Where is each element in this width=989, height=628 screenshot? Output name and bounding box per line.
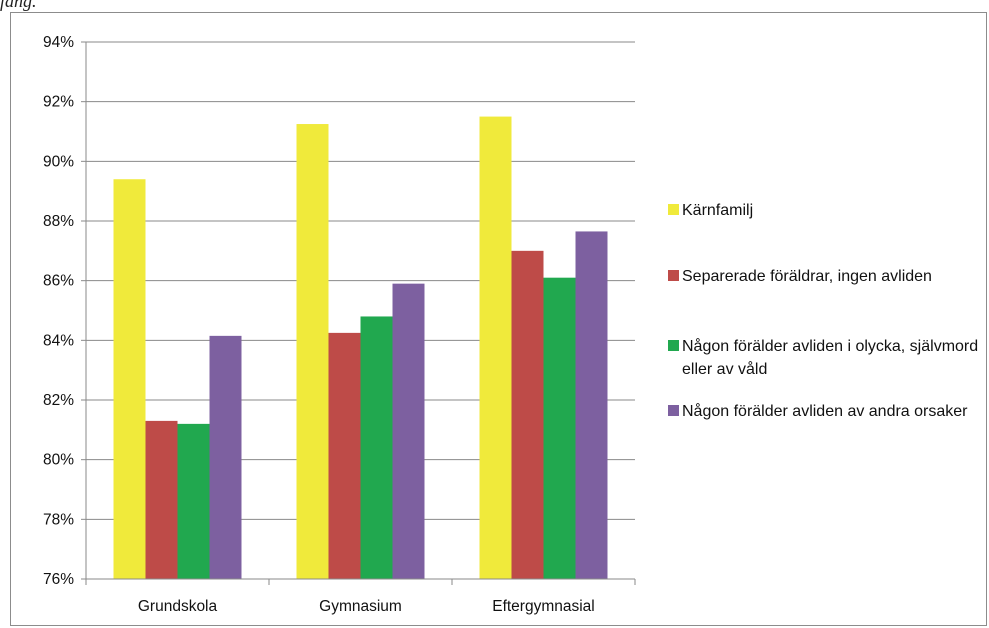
legend-label: Någon förälder avliden av andra orsaker <box>682 403 968 420</box>
bar <box>392 283 425 579</box>
bar <box>479 116 512 579</box>
y-tick-label: 80% <box>43 452 74 469</box>
chart-frame <box>10 12 987 626</box>
y-tick-label: 86% <box>43 273 74 290</box>
x-tick-label: Grundskola <box>138 598 218 615</box>
y-tick-label: 94% <box>43 34 74 51</box>
x-tick-labels: Grundskola Gymnasium Eftergymnasial <box>138 598 595 615</box>
bar <box>543 277 576 579</box>
legend-swatch <box>668 340 679 351</box>
legend-item-karnfamilj: Kärnfamilj <box>668 199 982 222</box>
y-tick-label: 84% <box>43 332 74 349</box>
caption-fragment: fång. <box>0 0 37 11</box>
bars <box>113 116 608 580</box>
y-tick-labels: 76% 78% 80% 82% 84% 86% 88% 90% 92% 94% <box>43 34 74 588</box>
y-tick-label: 82% <box>43 392 74 409</box>
legend-label: Separerade föräldrar, ingen avliden <box>682 268 932 285</box>
bar <box>113 179 146 579</box>
bar <box>296 124 329 580</box>
bar <box>360 316 393 579</box>
legend-item-andra-orsaker: Någon förälder avliden av andra orsaker <box>668 400 989 423</box>
legend-label: Någon förälder avliden i olycka, självmo… <box>682 338 979 378</box>
y-tick-label: 76% <box>43 571 74 588</box>
axes <box>81 41 636 585</box>
x-tick-label: Eftergymnasial <box>492 598 595 615</box>
legend-item-olycka: Någon förälder avliden i olycka, självmo… <box>668 335 982 381</box>
y-tick-label: 78% <box>43 511 74 528</box>
bar <box>177 423 210 579</box>
bar <box>145 420 178 579</box>
bar <box>209 335 242 579</box>
legend-item-separerade: Separerade föräldrar, ingen avliden <box>668 265 942 288</box>
y-tick-label: 92% <box>43 94 74 111</box>
bar <box>328 332 361 579</box>
y-tick-label: 88% <box>43 213 74 230</box>
legend-swatch <box>668 204 679 215</box>
legend-swatch <box>668 270 679 281</box>
bar <box>575 231 608 580</box>
y-tick-label: 90% <box>43 153 74 170</box>
legend-label: Kärnfamilj <box>682 202 754 219</box>
legend-swatch <box>668 405 679 416</box>
x-tick-label: Gymnasium <box>319 598 402 615</box>
legend: Kärnfamilj Separerade föräldrar, ingen a… <box>668 0 988 628</box>
bar <box>511 250 544 580</box>
